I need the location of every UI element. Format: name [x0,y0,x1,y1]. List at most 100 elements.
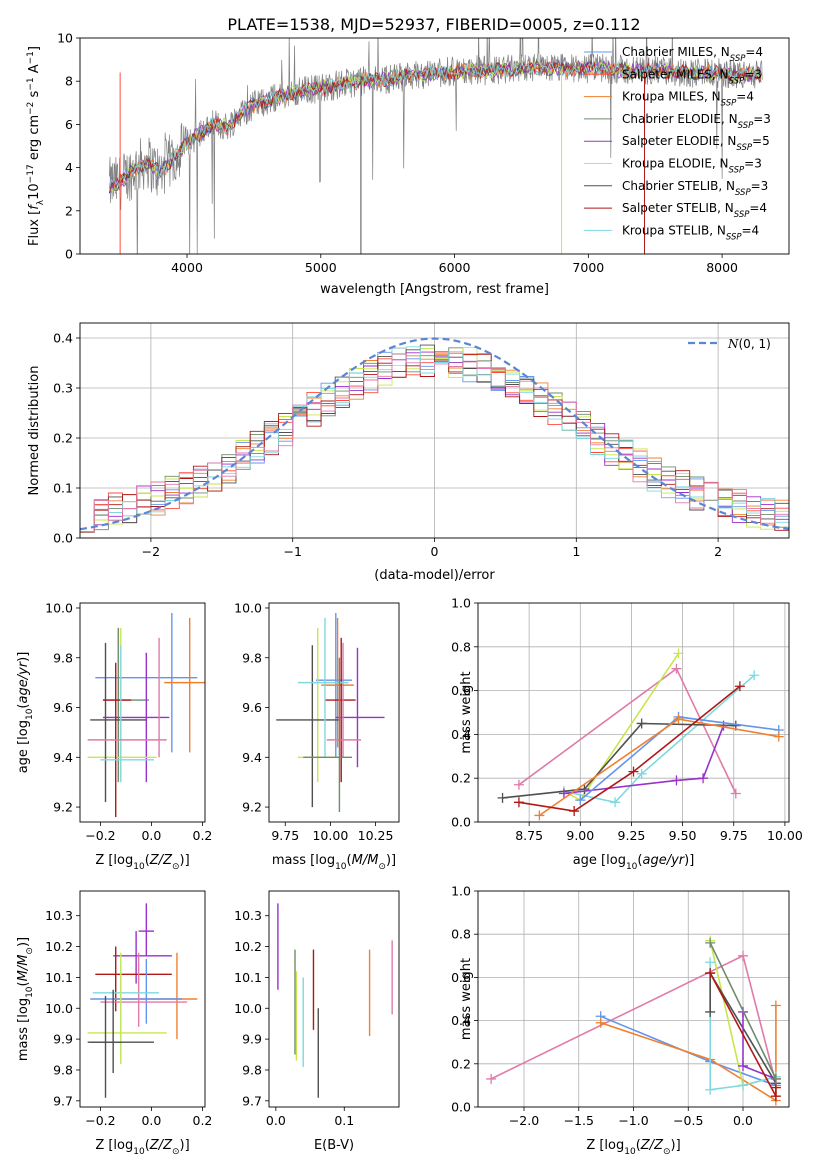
errorbar-point [324,637,356,783]
x-tick-label: 9.25 [618,828,646,843]
age_vs_Z-plot-area [87,612,205,818]
y-tick-label: 10.0 [234,1001,262,1016]
errorbar-point [102,652,170,783]
mass-weight-series [595,1000,781,1106]
axes-frame [79,37,790,255]
data-point-marker [734,681,745,692]
y-tick-label: 0.4 [451,727,471,742]
x-tick-label: 0.0 [266,1113,286,1128]
errorbar-point [87,637,167,758]
legend-entry: Chabrier MILES, NSSP=4 [622,45,763,64]
legend-entry: Kroupa MILES, NSSP=4 [622,90,754,109]
model-spectrum-line [109,59,762,193]
y-tick-label: 9.4 [242,750,262,765]
y-tick-label: 9.7 [242,1093,262,1108]
residual-histogram [80,344,789,533]
x-tick-label: −0.2 [85,1113,115,1128]
errorbar-point [113,931,172,984]
massweight_vs_Z-panel: −2.0 −1.5 −1.0 −0.5 0.0 0.0 0.2 0.4 0.6 0.8 1.0 Z [… [451,884,790,1157]
legend-entry: Salpeter ELODIE, NSSP=5 [622,134,770,153]
x-axis-label: Z [log10(Z/Z⊙)] [95,853,189,872]
data-point-marker [698,773,709,784]
data-point-marker [569,806,580,817]
y-tick-label: 0.0 [451,815,471,830]
y-tick-label: 9.6 [242,700,262,715]
data-point-marker [513,797,524,808]
y-tick-label: 10.0 [234,600,262,615]
y-tick-label: 2 [65,203,73,218]
axes-frame [268,890,400,1108]
legend-entry: Chabrier ELODIE, NSSP=3 [622,112,771,131]
errorbar-point [326,642,362,758]
data-point-marker [770,1091,781,1102]
y-tick-label: 1.0 [451,884,471,899]
data-point-marker [770,1000,781,1011]
mass-weight-series [575,711,784,806]
errorbar-point [138,903,154,956]
x-tick-label: 9.75 [720,828,748,843]
errorbar-point [90,642,147,803]
data-point-marker [610,797,621,808]
y-tick-label: 10.2 [234,939,262,954]
mass-weight-series [705,957,781,1095]
data-point-marker [770,1082,781,1093]
x-tick-label: 0.1 [334,1113,354,1128]
data-point-marker [628,766,639,777]
errorbar-point [335,647,385,768]
x-axis-label: Z [log10(Z/Z⊙)] [586,1138,680,1157]
x-tick-label: 5000 [305,260,337,275]
data-point-marker [705,1084,716,1095]
spectrum-panel: 4000 5000 6000 7000 8000 0 2 4 6 8 10 Chabrier MILE… [26,31,790,297]
data-point-marker [513,779,524,790]
x-tick-label: 9.00 [566,828,594,843]
mass_vs_Z-panel: −0.2 0.0 0.2 9.7 9.8 9.9 10.0 10.1 10.2 10.3 Z [lo… [16,890,212,1157]
mass-weight-series [705,968,781,1102]
y-tick-label: 9.8 [53,1062,73,1077]
y-tick-label: 0.3 [53,381,73,396]
y-axis-label: age [log10(age/yr)] [16,652,35,774]
x-tick-label: 0.0 [141,828,161,843]
y-tick-label: 0.6 [451,970,471,985]
x-axis-label: E(B-V) [314,1138,354,1153]
data-point-marker [705,968,716,979]
data-point-marker [486,1073,497,1084]
x-tick-label: 0 [431,544,439,559]
x-tick-label: −1 [283,544,301,559]
y-axis-label: mass weight [459,671,474,753]
y-tick-label: 9.7 [53,1093,73,1108]
y-tick-label: 8 [65,74,73,89]
y-axis-label: mass weight [459,958,474,1040]
data-point-marker [575,795,586,806]
age_vs_mass-panel: 9.75 10.00 10.25 9.2 9.4 9.6 9.8 10.0 mass [log1… [234,600,400,872]
data-point-marker [705,1006,716,1017]
y-axis-label: Normed distribution [27,366,42,496]
y-tick-label: 4 [65,160,73,175]
figure-title: PLATE=1538, MJD=52937, FIBERID=0005, z=0… [227,15,640,34]
data-point-marker [671,663,682,674]
y-tick-label: 0.8 [451,639,471,654]
y-tick-label: 9.4 [53,750,73,765]
age_vs_mass-plot-area [276,612,385,813]
x-tick-label: −1.0 [618,1113,648,1128]
y-tick-label: 0.2 [53,431,73,446]
y-tick-label: 0.2 [451,771,471,786]
age_vs_Z-panel: −0.2 0.0 0.2 9.2 9.4 9.6 9.8 10.0 Z [log10(Z/Z⊙)… [16,600,212,872]
errorbar-point [303,657,353,813]
x-tick-label: 7000 [572,260,604,275]
mass-weight-line [709,942,777,1080]
data-point-marker [671,775,682,786]
axes-frame [79,890,206,1108]
massweight_vs_Z-plot-area [478,891,789,1107]
residuals-plot-area [80,323,789,538]
data-point-marker [738,950,749,961]
x-tick-label: −1.5 [564,1113,594,1128]
data-point-marker [673,648,684,659]
legend-entry: Kroupa STELIB, NSSP=4 [622,223,759,242]
errorbar-point [100,645,154,783]
data-point-marker [730,788,741,799]
mass-weight-line [600,1005,777,1102]
axes-frame [477,890,790,1108]
x-tick-label: 10.00 [312,828,348,843]
data-point-marker [749,670,760,681]
legend-entry: Chabrier STELIB, NSSP=3 [622,179,768,198]
